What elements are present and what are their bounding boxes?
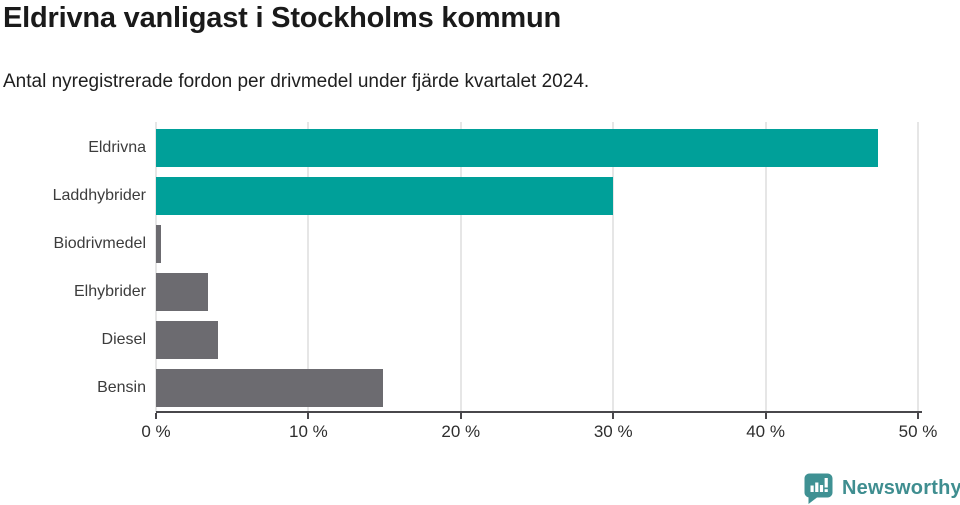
category-label: Diesel <box>101 331 146 348</box>
bar-elhybrider <box>156 273 208 311</box>
x-tick-mark <box>155 413 157 419</box>
x-tick-label: 10 % <box>289 422 328 441</box>
x-axis-line <box>156 411 922 413</box>
bar-diesel <box>156 321 219 359</box>
newsworthy-logo-text: Newsworthy <box>842 477 960 499</box>
gridline <box>459 122 462 412</box>
x-tick-mark <box>917 413 919 419</box>
bar-bensin <box>156 369 384 407</box>
bar-eldrivna <box>156 129 879 167</box>
bar-biodrivmedel <box>156 225 161 263</box>
x-tick-label: 40 % <box>746 422 785 441</box>
newsworthy-logo-icon <box>804 473 833 504</box>
bar-laddhybrider <box>156 177 614 215</box>
category-label: Eldrivna <box>88 139 146 156</box>
x-tick-label: 50 % <box>898 422 938 441</box>
chart-subtitle: Antal nyregistrerade fordon per drivmede… <box>3 71 590 92</box>
x-tick-label: 20 % <box>441 422 481 441</box>
x-tick-mark <box>612 413 615 419</box>
category-label: Elhybrider <box>73 283 146 300</box>
gridline <box>155 122 157 412</box>
x-tick-mark <box>764 413 767 419</box>
category-label: Laddhybrider <box>52 187 146 204</box>
chart-title: Eldrivna vanligast i Stockholms kommun <box>3 2 562 34</box>
x-tick-label: 0 % <box>141 422 171 441</box>
gridline <box>612 122 615 412</box>
gridline <box>764 122 767 412</box>
newsworthy-logo: Newsworthy <box>804 473 960 504</box>
x-tick-mark <box>307 413 310 419</box>
gridline <box>917 122 919 412</box>
category-label: Bensin <box>97 379 146 396</box>
x-tick-label: 30 % <box>593 422 633 441</box>
x-tick-mark <box>459 413 462 419</box>
category-label: Biodrivmedel <box>53 235 146 252</box>
gridline <box>307 122 310 412</box>
